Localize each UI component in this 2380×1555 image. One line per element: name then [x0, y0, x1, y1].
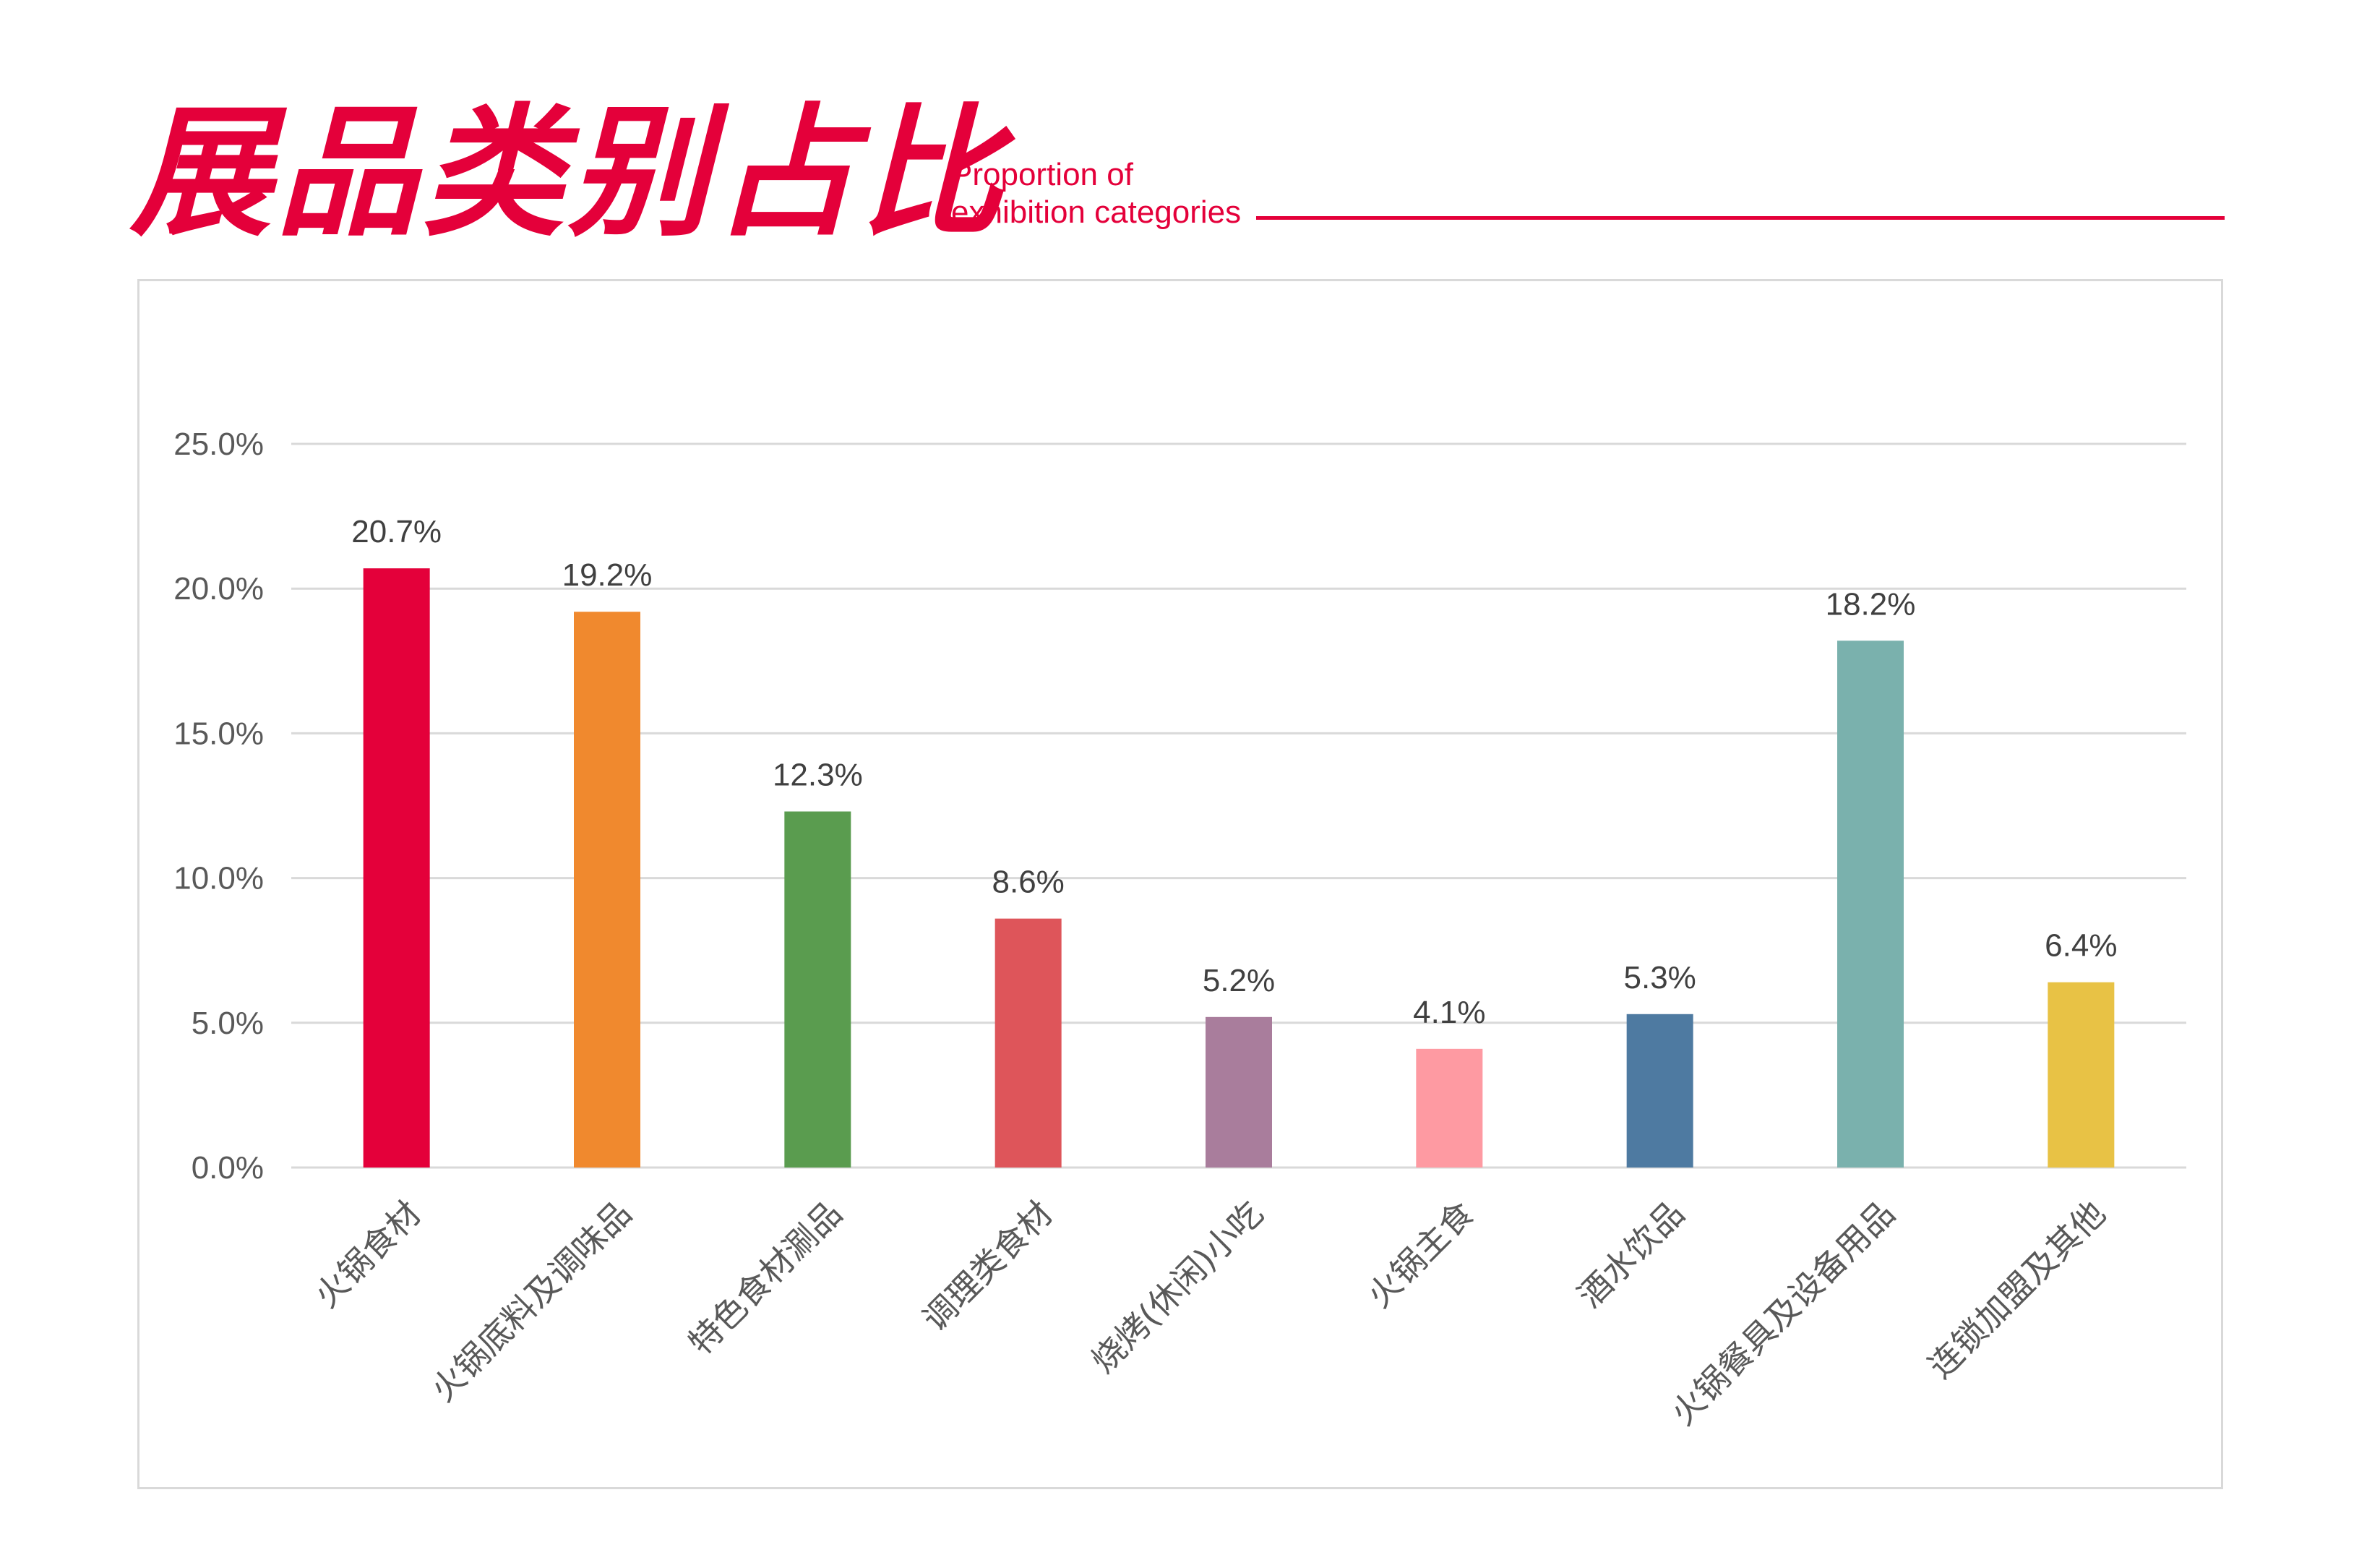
bar — [1626, 1014, 1693, 1168]
y-tick-label: 15.0% — [173, 716, 264, 751]
bar — [784, 811, 851, 1168]
subtitle-line-1: Proportion of — [951, 157, 1133, 192]
bar-value-label: 20.7% — [351, 514, 442, 549]
bar — [1416, 1048, 1483, 1168]
y-tick-label: 5.0% — [192, 1006, 264, 1041]
y-axis-ticks: 0.0% 5.0% 10.0% 15.0% 20.0% 25.0% — [173, 427, 264, 1186]
bar — [994, 918, 1062, 1168]
bar — [1837, 641, 1904, 1168]
y-tick-label: 20.0% — [173, 571, 264, 607]
bar-value-label: 8.6% — [992, 865, 1065, 900]
bar — [363, 568, 430, 1168]
category-label: 烧烤(休闲)小吃 — [1083, 1194, 1271, 1381]
y-tick-label: 10.0% — [173, 861, 264, 896]
data-labels: 20.7% 19.2% 12.3% 8.6% 5.2% 4.1% 5.3% 18.2% 6.4% — [351, 514, 2117, 1030]
category-label: 连锁加盟及其他 — [1921, 1194, 2113, 1386]
category-label: 火锅餐具及设备用品 — [1663, 1194, 1902, 1433]
bar-value-label: 19.2% — [562, 557, 653, 593]
bar-value-label: 5.2% — [1203, 963, 1275, 998]
page-title: 展品类别占比 — [130, 91, 1007, 256]
chart-frame: 0.0% 5.0% 10.0% 15.0% 20.0% 25.0% 20.7% 19.2% 1… — [137, 279, 2223, 1489]
y-tick-label: 25.0% — [173, 427, 264, 462]
bar — [1206, 1016, 1272, 1168]
subtitle-line-2: exhibition categories — [951, 194, 1242, 230]
bar-value-label: 6.4% — [2045, 928, 2117, 964]
category-label: 火锅食材 — [306, 1194, 428, 1315]
bar — [574, 612, 640, 1168]
category-label: 特色食材涮品 — [681, 1194, 849, 1362]
category-label: 火锅主食 — [1359, 1194, 1481, 1315]
category-label: 火锅底料及调味品 — [424, 1194, 639, 1409]
page-subtitle: Proportion of exhibition categories — [951, 156, 1241, 231]
category-label: 调理类食材 — [915, 1194, 1060, 1339]
bar-value-label: 18.2% — [1826, 586, 1916, 622]
bar-value-label: 5.3% — [1624, 960, 1696, 995]
bar-value-label: 4.1% — [1413, 995, 1485, 1030]
bar — [2048, 982, 2115, 1168]
bar-chart: 0.0% 5.0% 10.0% 15.0% 20.0% 25.0% 20.7% 19.2% 1… — [173, 427, 2186, 1433]
category-label: 酒水饮品 — [1570, 1194, 1691, 1315]
header-divider — [1256, 216, 2225, 220]
y-tick-label: 0.0% — [192, 1150, 264, 1186]
bar-value-label: 12.3% — [773, 758, 863, 793]
bars — [363, 568, 2115, 1168]
